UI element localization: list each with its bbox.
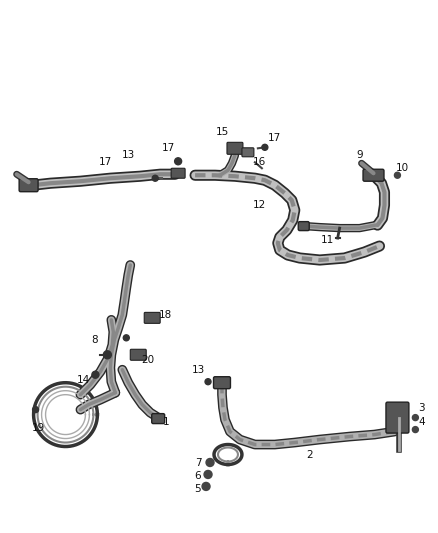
Text: 7: 7 (195, 458, 201, 469)
Circle shape (202, 482, 210, 490)
Text: 18: 18 (159, 310, 172, 320)
FancyBboxPatch shape (242, 148, 254, 157)
Text: 3: 3 (418, 402, 425, 413)
Circle shape (413, 426, 418, 433)
Text: 2: 2 (307, 449, 313, 459)
Text: 12: 12 (253, 200, 266, 210)
FancyBboxPatch shape (227, 142, 243, 154)
Text: 17: 17 (99, 157, 112, 167)
Text: 20: 20 (141, 355, 155, 365)
Text: 15: 15 (215, 127, 229, 138)
Text: 19: 19 (32, 423, 45, 433)
FancyBboxPatch shape (19, 179, 38, 192)
FancyBboxPatch shape (213, 377, 230, 389)
Circle shape (262, 144, 268, 150)
Text: 11: 11 (321, 235, 334, 245)
FancyBboxPatch shape (363, 169, 384, 181)
Text: 8: 8 (91, 335, 98, 345)
FancyBboxPatch shape (144, 312, 160, 324)
Text: 13: 13 (191, 365, 205, 375)
FancyBboxPatch shape (152, 414, 165, 424)
Circle shape (152, 175, 158, 181)
Circle shape (124, 335, 129, 341)
Circle shape (92, 371, 99, 378)
Circle shape (204, 471, 212, 479)
Circle shape (205, 379, 211, 385)
Text: 16: 16 (253, 157, 266, 167)
Text: 17: 17 (268, 133, 282, 143)
Circle shape (206, 458, 214, 466)
Text: 1: 1 (163, 417, 170, 426)
FancyBboxPatch shape (386, 402, 409, 433)
FancyBboxPatch shape (171, 168, 185, 178)
FancyBboxPatch shape (130, 349, 146, 360)
Text: 13: 13 (122, 150, 135, 160)
Text: 9: 9 (356, 150, 363, 160)
Circle shape (413, 415, 418, 421)
Circle shape (395, 172, 400, 178)
Text: 5: 5 (194, 484, 200, 495)
Text: 14: 14 (77, 375, 90, 385)
Text: 17: 17 (162, 143, 175, 154)
Text: 10: 10 (396, 163, 409, 173)
Text: 4: 4 (418, 417, 425, 426)
Circle shape (175, 158, 182, 165)
Circle shape (32, 407, 39, 413)
Circle shape (103, 351, 111, 359)
Text: 6: 6 (194, 472, 200, 481)
FancyBboxPatch shape (298, 222, 309, 231)
